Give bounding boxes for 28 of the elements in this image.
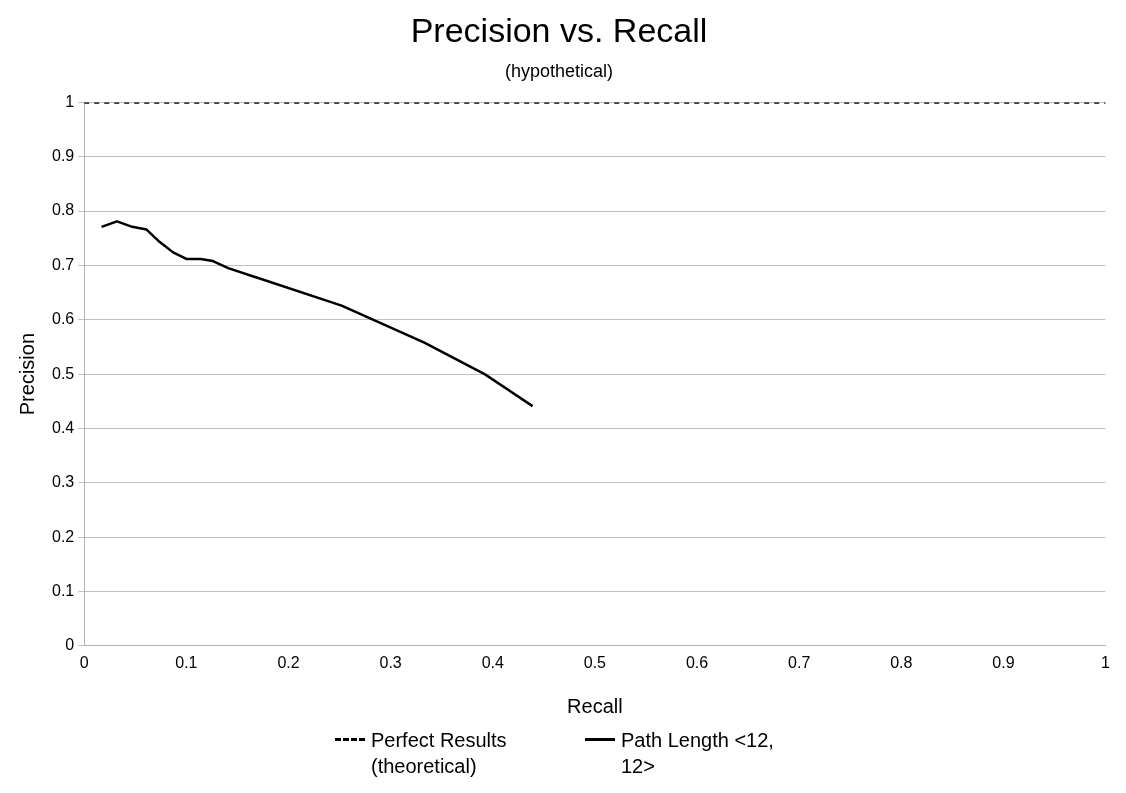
x-tick-label: 0.8 [890, 653, 913, 671]
x-tick-label: 1 [1101, 653, 1111, 671]
y-tick-label: 0.8 [51, 201, 75, 219]
y-axis-title: Precision [15, 332, 38, 416]
x-tick-label: 0.2 [277, 653, 300, 671]
chart-title: Precision vs. Recall [410, 10, 708, 49]
x-tick-label: 0.1 [175, 653, 198, 671]
x-tick-label: 0.7 [788, 653, 811, 671]
x-tick-label: 0.6 [685, 653, 709, 671]
y-tick-label: 0.4 [51, 418, 75, 436]
y-tick-label: 0.6 [51, 310, 75, 328]
x-tick-label: 0.5 [583, 653, 607, 671]
y-tick-label: 0.1 [51, 581, 75, 599]
x-tick-label: 0.9 [992, 653, 1015, 671]
y-tick-label: 0.7 [51, 255, 75, 273]
x-tick-label: 0.4 [481, 653, 504, 671]
legend-label: Perfect Results (theoretical) [371, 728, 508, 779]
y-tick-label: 0.5 [51, 364, 75, 382]
y-tick-label: 0 [65, 636, 75, 654]
y-tick-label: 0.2 [51, 527, 75, 545]
x-tick-label: 0 [79, 653, 89, 671]
y-tick-label: 1 [65, 92, 75, 110]
y-tick-label: 0.9 [51, 147, 75, 165]
x-tick-label: 0.3 [379, 653, 402, 671]
y-tick-label: 0.3 [51, 473, 75, 491]
legend-label: Path Length <12, 12> [621, 728, 775, 779]
chart-subtitle: (hypothetical) [504, 60, 614, 81]
x-axis-title: Recall [567, 694, 623, 717]
